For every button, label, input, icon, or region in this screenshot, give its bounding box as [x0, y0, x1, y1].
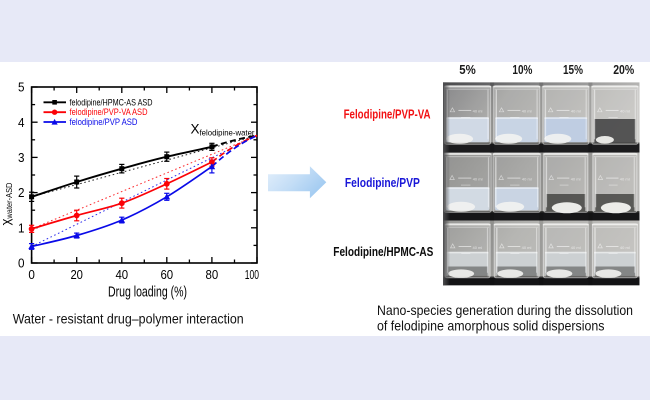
svg-text:4: 4 — [18, 115, 25, 130]
svg-text:40 ml: 40 ml — [571, 245, 581, 250]
svg-text:Felodipine/HPMC-AS: Felodipine/HPMC-AS — [333, 244, 433, 259]
svg-text:Felodipine/PVP-VA: Felodipine/PVP-VA — [344, 106, 431, 121]
svg-text:20: 20 — [70, 267, 83, 282]
svg-text:40 ml: 40 ml — [571, 109, 581, 114]
svg-text:χwater-ASD: χwater-ASD — [0, 183, 14, 226]
svg-text:40 ml: 40 ml — [571, 176, 581, 181]
svg-text:3: 3 — [18, 150, 25, 165]
svg-text:15%: 15% — [563, 63, 583, 77]
svg-text:40 ml: 40 ml — [522, 176, 532, 181]
svg-text:felodipine/PVP ASD: felodipine/PVP ASD — [70, 117, 138, 127]
svg-text:10%: 10% — [512, 63, 532, 77]
svg-text:20%: 20% — [613, 63, 634, 77]
svg-text:80: 80 — [206, 267, 219, 282]
svg-text:0: 0 — [28, 267, 35, 282]
svg-text:40 ml: 40 ml — [473, 176, 483, 181]
svg-text:40 ml: 40 ml — [620, 176, 630, 181]
svg-text:40 ml: 40 ml — [522, 245, 532, 250]
svg-text:40 ml: 40 ml — [620, 245, 630, 250]
svg-text:felodipine/HPMC-AS ASD: felodipine/HPMC-AS ASD — [70, 97, 153, 107]
svg-text:Water - resistant drug–polymer: Water - resistant drug–polymer interacti… — [13, 311, 244, 327]
svg-text:40 ml: 40 ml — [473, 245, 483, 250]
svg-text:100: 100 — [245, 267, 259, 282]
svg-text:of felodipine amorphous solid: of felodipine amorphous solid dispersion… — [377, 317, 605, 333]
svg-text:5%: 5% — [459, 63, 476, 77]
svg-text:40 ml: 40 ml — [473, 109, 483, 114]
svg-text:Xfelodipine-water: Xfelodipine-water — [191, 122, 255, 138]
svg-text:Drug loading (%): Drug loading (%) — [108, 285, 187, 301]
svg-text:40 ml: 40 ml — [620, 109, 630, 114]
svg-text:40 ml: 40 ml — [522, 109, 532, 114]
svg-text:Nano-species generation during: Nano-species generation during the disso… — [377, 302, 633, 318]
svg-text:2: 2 — [18, 185, 25, 200]
svg-text:40: 40 — [115, 267, 128, 282]
svg-text:Felodipine/PVP: Felodipine/PVP — [345, 175, 420, 190]
svg-text:0: 0 — [18, 256, 25, 271]
svg-text:1: 1 — [18, 220, 25, 235]
svg-text:60: 60 — [160, 267, 173, 282]
svg-text:5: 5 — [18, 80, 25, 95]
svg-text:felodipine/PVP-VA ASD: felodipine/PVP-VA ASD — [70, 107, 148, 117]
